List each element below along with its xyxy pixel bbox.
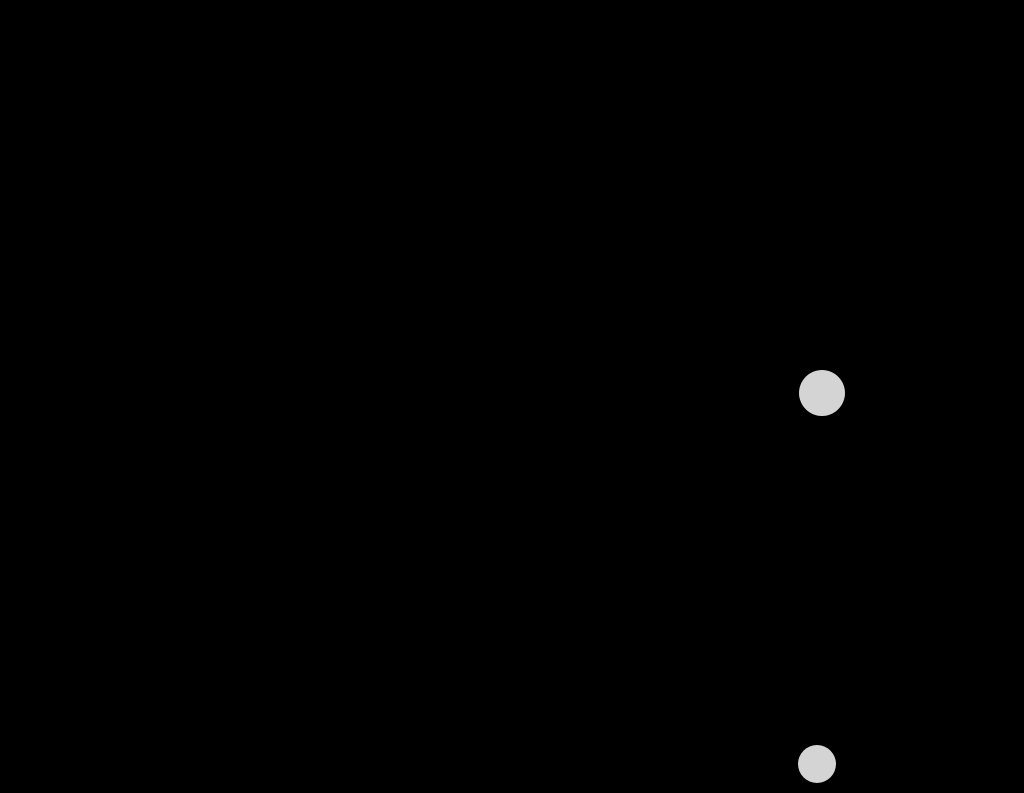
node-1 bbox=[799, 370, 845, 416]
node-2 bbox=[798, 745, 836, 783]
